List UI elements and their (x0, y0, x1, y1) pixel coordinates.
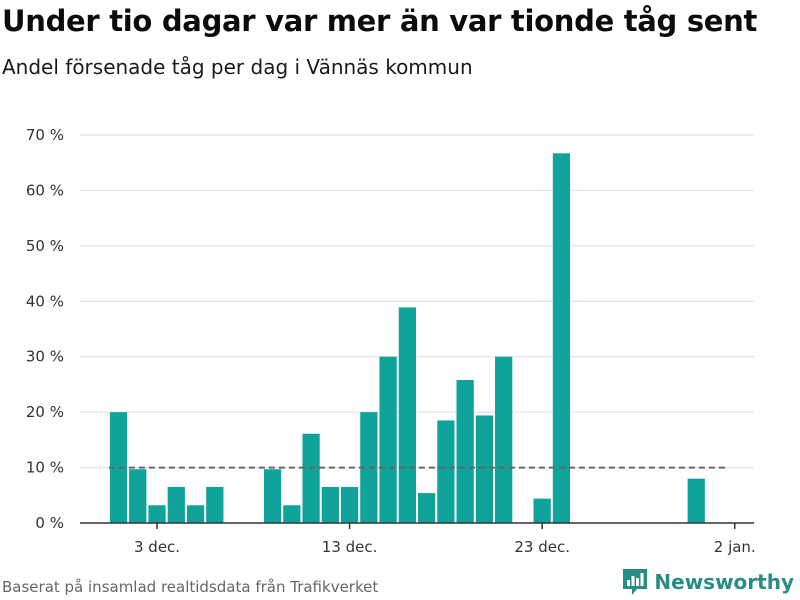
bar (398, 307, 416, 523)
bar (687, 478, 705, 523)
bar (495, 356, 513, 523)
y-tick-label: 70 % (26, 126, 64, 144)
bars (109, 153, 705, 523)
x-tick-label: 23 dec. (514, 538, 570, 556)
brand-logo: Newsworthy (622, 568, 794, 596)
bar (148, 505, 166, 523)
bar (186, 505, 205, 523)
bar (437, 420, 455, 523)
newsworthy-logo-icon (623, 569, 648, 595)
bar (129, 469, 147, 523)
bar (302, 433, 320, 523)
x-axis (80, 522, 754, 529)
bar (283, 505, 301, 523)
x-tick-label: 13 dec. (322, 538, 378, 556)
bar (360, 412, 378, 523)
bar (109, 412, 128, 523)
y-tick-label: 10 % (26, 459, 64, 477)
brand-name: Newsworthy (654, 570, 794, 594)
source-note: Baserat på insamlad realtidsdata från Tr… (2, 578, 379, 596)
bar (533, 498, 551, 523)
bar (456, 379, 474, 523)
bar (206, 486, 224, 523)
chart-title: Under tio dagar var mer än var tionde tå… (2, 4, 758, 38)
gridlines (80, 134, 754, 469)
x-axis-labels: 3 dec. 13 dec. 23 dec. 2 jan. (134, 538, 756, 556)
x-tick-label: 3 dec. (134, 538, 180, 556)
bar (340, 486, 359, 523)
bar (263, 469, 282, 523)
y-tick-label: 20 % (26, 403, 64, 421)
y-tick-label: 30 % (26, 348, 64, 366)
bar (552, 153, 571, 523)
y-tick-label: 0 % (35, 514, 64, 532)
bar (379, 356, 397, 523)
bar (167, 486, 185, 523)
bar (418, 493, 436, 523)
bar (475, 415, 494, 523)
chart-subtitle: Andel försenade tåg per dag i Vännäs kom… (2, 55, 473, 79)
y-tick-label: 60 % (26, 181, 64, 199)
x-tick-label: 2 jan. (714, 538, 756, 556)
bar (321, 486, 339, 523)
y-axis-labels: 0 % 10 % 20 % 30 % 40 % 50 % 60 % 70 % (26, 126, 64, 532)
y-tick-label: 50 % (26, 237, 64, 255)
y-tick-label: 40 % (26, 292, 64, 310)
